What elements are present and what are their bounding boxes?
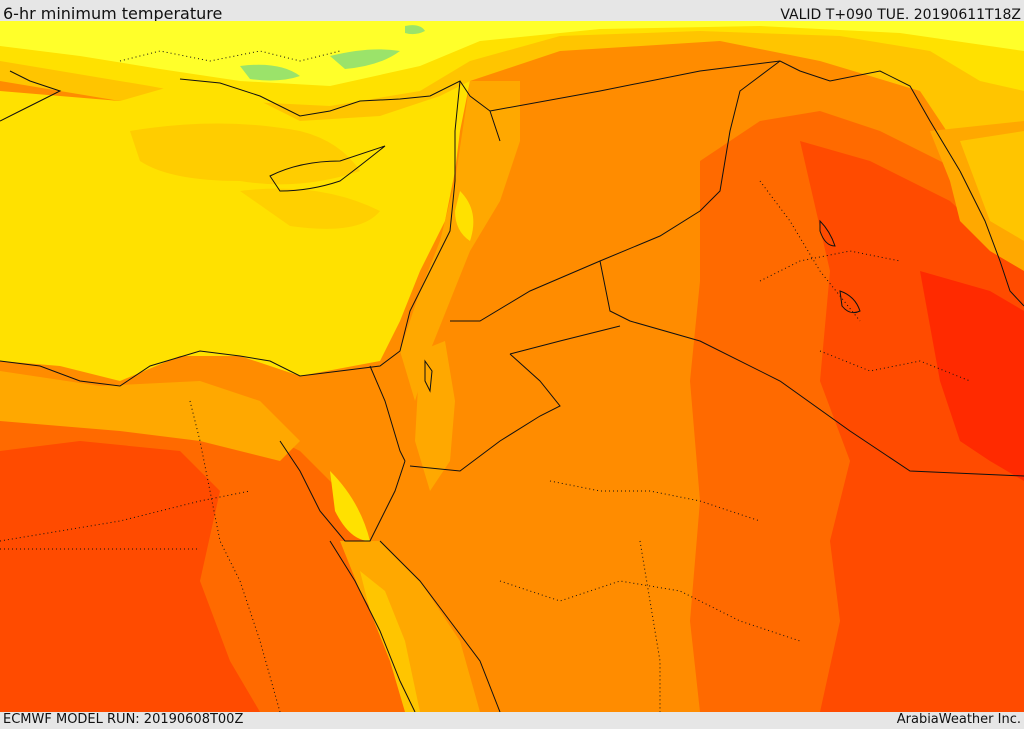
valid-time-label: VALID T+090 TUE. 20190611T18Z	[780, 7, 1021, 23]
province-border-7	[499, 580, 801, 642]
coastlines	[0, 70, 1024, 712]
yellow-sinai-patch	[330, 471, 370, 541]
mediterranean-sea-field	[0, 81, 470, 381]
red-sea-east-coastline	[379, 540, 501, 712]
sinai-coastline	[279, 440, 406, 542]
map-title: 6-hr minimum temperature	[3, 4, 223, 23]
country-borders	[369, 60, 1024, 477]
red-orange-east-field	[800, 141, 1024, 712]
turkey-syria-iraq-border	[489, 60, 961, 172]
anatolia-coastline	[179, 78, 501, 142]
temperature-map	[0, 21, 1024, 712]
gold-zagros-field	[960, 131, 1024, 241]
green-patch-anatolia	[240, 64, 300, 81]
province-borders	[0, 50, 971, 712]
green-patch-north	[405, 25, 425, 35]
gold-red-sea-core	[360, 571, 420, 712]
map-canvas	[0, 21, 1024, 712]
jordan-iraq-border	[509, 325, 621, 355]
gold-sea-patch	[130, 123, 360, 185]
red-mesopotamia-field	[920, 271, 1024, 481]
red-orange-egypt-field	[0, 441, 260, 712]
model-run-label: ECMWF MODEL RUN: 20190608T00Z	[3, 712, 244, 727]
aegean-coastline	[0, 70, 62, 122]
jordan-saudi-border	[409, 353, 561, 472]
gulf-coastline	[959, 170, 1024, 307]
province-border	[0, 490, 251, 542]
egypt-israel-border	[369, 365, 406, 462]
yellow-lebanon-patch	[455, 191, 474, 241]
levant-egypt-coastline	[0, 80, 461, 387]
provider-label: ArabiaWeather Inc.	[896, 712, 1021, 727]
amber-nile-delta-field	[0, 371, 300, 461]
gold-sea-patch-2	[240, 188, 380, 229]
green-patch-anatolia-east	[330, 49, 400, 69]
lake-outline	[819, 219, 836, 247]
syria-iraq-jordan-border	[450, 60, 781, 322]
province-border-9	[759, 180, 861, 322]
amber-levant-strip	[400, 81, 520, 401]
cyprus-outline	[269, 145, 386, 192]
dead-sea-outline	[424, 359, 433, 393]
red-sea-west-coastline	[329, 540, 416, 712]
iraq-saudi-border	[599, 260, 1024, 477]
lake-outline-2	[839, 290, 861, 314]
province-border-3	[549, 480, 761, 522]
